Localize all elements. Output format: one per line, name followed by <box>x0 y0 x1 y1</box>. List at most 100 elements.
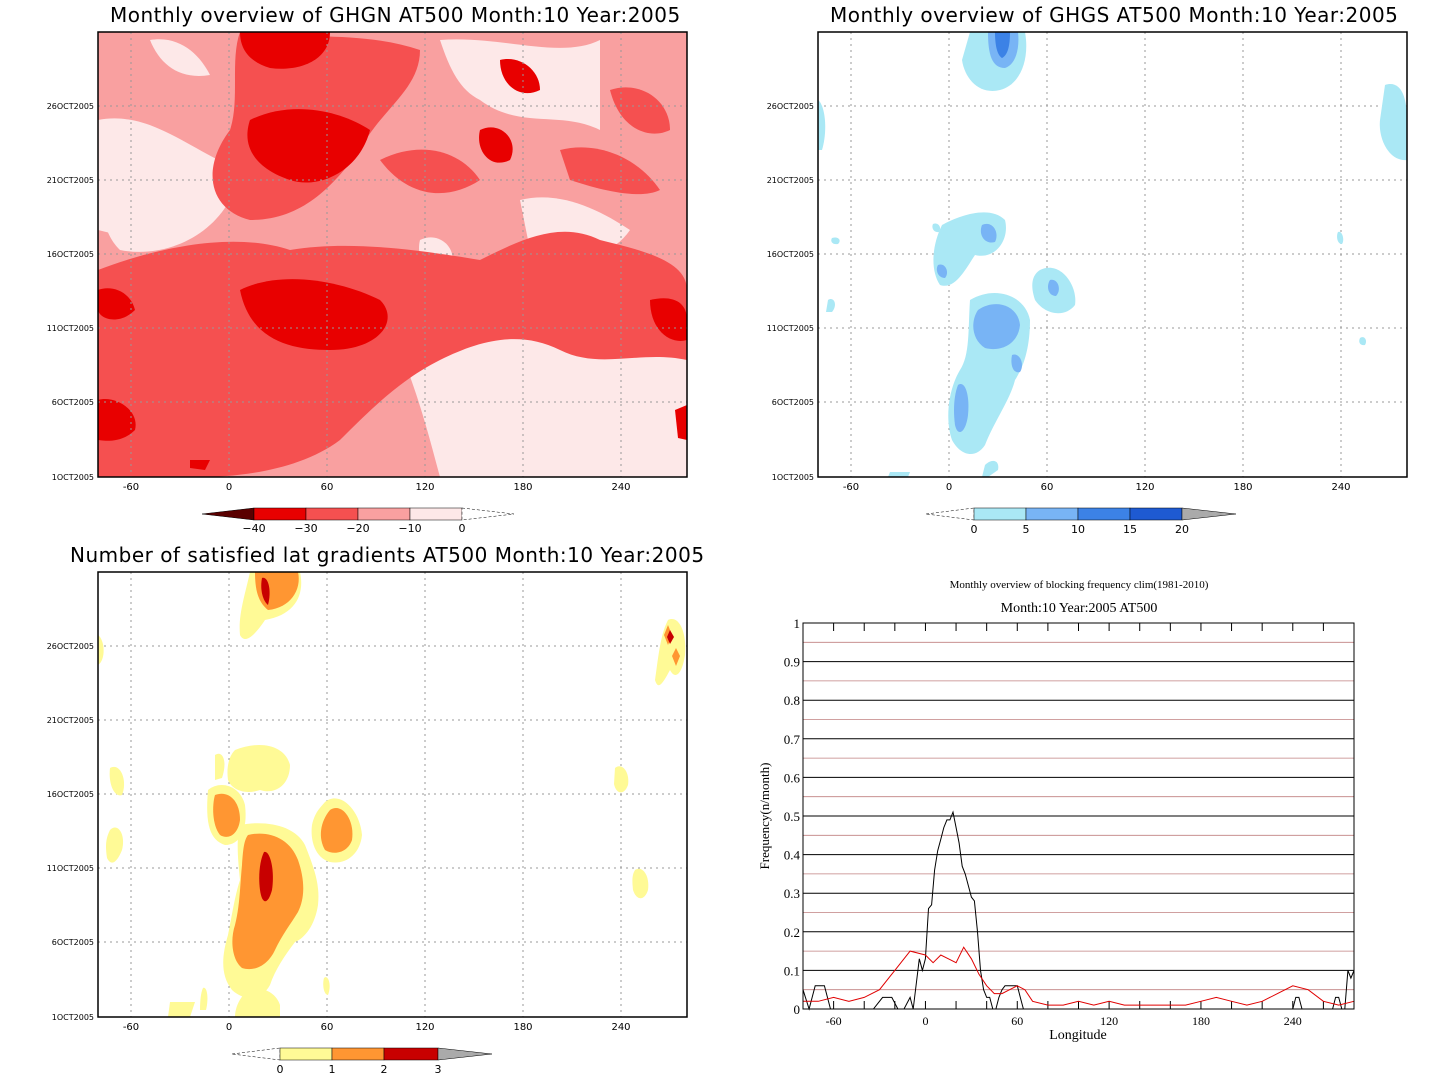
latgrad-xtick: 120 <box>415 1022 434 1033</box>
ghgn-plot: -60 0 60 120 180 240 26OCT2005 21OCT2005… <box>47 31 688 535</box>
ghgn-ytick: 16OCT2005 <box>47 250 94 259</box>
ghgs-title: Monthly overview of GHGS AT500 Month:10 … <box>830 3 1399 27</box>
ghgs-xtick: 240 <box>1331 482 1350 493</box>
latgrad-ytick: 26OCT2005 <box>47 642 94 651</box>
ghgn-colorbar: −40 −30 −20 −10 0 <box>201 507 515 535</box>
ghgn-xtick: 60 <box>321 482 334 493</box>
freq-ytick: 0.5 <box>784 809 800 824</box>
freq-xtick: 0 <box>922 1014 928 1028</box>
freq-gridlines <box>803 623 1355 1009</box>
freq-xtick: 120 <box>1100 1014 1118 1028</box>
latgrad-panel: Number of satisfied lat gradients AT500 … <box>0 540 720 1091</box>
freq-ytick: 0.6 <box>784 770 801 785</box>
ghgs-frame <box>817 31 1408 478</box>
ghgn-cbar-label: 0 <box>459 522 466 535</box>
ghgs-xtick: 180 <box>1233 482 1252 493</box>
freq-lines <box>802 810 1355 1011</box>
ghgs-contours <box>818 32 1407 477</box>
latgrad-cbar-label: 1 <box>329 1063 336 1076</box>
ghgs-xtick: 0 <box>946 482 952 493</box>
latgrad-contours <box>98 572 686 1017</box>
latgrad-ytick: 16OCT2005 <box>47 790 94 799</box>
ghgn-frame <box>97 31 688 478</box>
freq-xticks: -60 0 60 120 180 240 <box>826 1014 1302 1028</box>
ghgn-ytick: 6OCT2005 <box>52 398 94 407</box>
freq-ytick: 0.2 <box>784 925 800 940</box>
ghgs-xtick: -60 <box>843 482 859 493</box>
freq-ytick: 0.7 <box>784 732 801 747</box>
latgrad-xtick: 0 <box>226 1022 232 1033</box>
ghgn-xtick: 120 <box>415 482 434 493</box>
ghgs-xtick: 60 <box>1041 482 1054 493</box>
latgrad-cbar-label: 0 <box>277 1063 284 1076</box>
latgrad-plot: -60 0 60 120 180 240 26OCT2005 21OCT2005… <box>47 571 688 1076</box>
latgrad-colorbar: 0 1 2 3 <box>231 1047 493 1076</box>
latgrad-ytick: 11OCT2005 <box>47 864 94 873</box>
ghgs-colorbar: 0 5 10 15 20 <box>925 507 1237 536</box>
ghgs-panel: Monthly overview of GHGS AT500 Month:10 … <box>720 0 1440 545</box>
freq-xtick: 60 <box>1011 1014 1023 1028</box>
latgrad-ytick: 6OCT2005 <box>52 938 94 947</box>
ghgs-xtick: 120 <box>1135 482 1154 493</box>
ghgn-ytick: 21OCT2005 <box>47 176 94 185</box>
ghgn-grid <box>98 32 687 477</box>
freq-ytick: 0.3 <box>784 886 800 901</box>
ghgs-grid <box>818 32 1407 477</box>
ghgn-ytick: 11OCT2005 <box>47 324 94 333</box>
ghgs-cbar-label: 15 <box>1123 523 1137 536</box>
ghgs-ytick: 11OCT2005 <box>767 324 814 333</box>
ghgs-cbar-label: 20 <box>1175 523 1189 536</box>
latgrad-xticks: -60 0 60 120 180 240 <box>123 1022 631 1033</box>
latgrad-xtick: 240 <box>611 1022 630 1033</box>
latgrad-xtick: 60 <box>321 1022 334 1033</box>
latgrad-grid <box>98 572 687 1017</box>
latgrad-cbar-label: 2 <box>381 1063 388 1076</box>
ghgs-ytick: 26OCT2005 <box>767 102 814 111</box>
ghgn-xtick: -60 <box>123 482 139 493</box>
ghgn-title: Monthly overview of GHGN AT500 Month:10 … <box>110 3 681 27</box>
ghgs-ytick: 21OCT2005 <box>767 176 814 185</box>
freq-ytick: 0.8 <box>784 693 800 708</box>
freq-ylabel: Frequency(n/month) <box>757 763 772 870</box>
ghgn-xtick: 180 <box>513 482 532 493</box>
freq-title: Monthly overview of blocking frequency c… <box>950 579 1209 591</box>
freq-ytick: 0.4 <box>784 848 801 863</box>
latgrad-frame <box>97 571 688 1018</box>
ghgs-plot: -60 0 60 120 180 240 26OCT2005 21OCT2005… <box>767 31 1408 536</box>
ghgn-xtick: 0 <box>226 482 232 493</box>
ghgs-cbar-label: 0 <box>971 523 978 536</box>
ghgn-ytick: 26OCT2005 <box>47 102 94 111</box>
latgrad-xtick: 180 <box>513 1022 532 1033</box>
latgrad-ytick: 1OCT2005 <box>52 1013 94 1022</box>
ghgn-cbar-label: −10 <box>398 522 421 535</box>
ghgn-xtick: 240 <box>611 482 630 493</box>
ghgn-ytick: 1OCT2005 <box>52 473 94 482</box>
freq-ytick: 1 <box>794 616 801 631</box>
ghgn-panel: Monthly overview of GHGN AT500 Month:10 … <box>0 0 720 545</box>
series-line-black <box>802 810 1355 1011</box>
ghgs-xticks: -60 0 60 120 180 240 <box>843 482 1351 493</box>
latgrad-xtick: -60 <box>123 1022 139 1033</box>
freq-xtick: 240 <box>1284 1014 1302 1028</box>
freq-ytick: 0.1 <box>784 963 800 978</box>
ghgs-ytick: 16OCT2005 <box>767 250 814 259</box>
ghgn-cbar-label: −40 <box>242 522 265 535</box>
ghgn-cbar-label: −30 <box>294 522 317 535</box>
freq-plot: Monthly overview of blocking frequency c… <box>757 579 1355 1043</box>
latgrad-ytick: 21OCT2005 <box>47 716 94 725</box>
latgrad-cbar-label: 3 <box>435 1063 442 1076</box>
freq-subtitle: Month:10 Year:2005 AT500 <box>1001 601 1158 616</box>
ghgs-cbar-label: 10 <box>1071 523 1085 536</box>
latgrad-title: Number of satisfied lat gradients AT500 … <box>70 543 705 567</box>
ghgn-yticks: 26OCT2005 21OCT2005 16OCT2005 11OCT2005 … <box>47 102 94 482</box>
freq-frame <box>802 622 1355 1010</box>
freq-ytick: 0.9 <box>784 655 800 670</box>
latgrad-yticks: 26OCT2005 21OCT2005 16OCT2005 11OCT2005 … <box>47 642 94 1022</box>
freq-xtick: -60 <box>826 1014 842 1028</box>
freq-yticks: 0 0.1 0.2 0.3 0.4 0.5 0.6 0.7 0.8 0.9 1 <box>784 616 801 1017</box>
ghgs-cbar-label: 5 <box>1023 523 1030 536</box>
freq-xtick: 180 <box>1192 1014 1210 1028</box>
series-line-red <box>803 946 1355 1006</box>
freq-panel: Monthly overview of blocking frequency c… <box>720 545 1440 1091</box>
ghgs-ytick: 1OCT2005 <box>772 473 814 482</box>
